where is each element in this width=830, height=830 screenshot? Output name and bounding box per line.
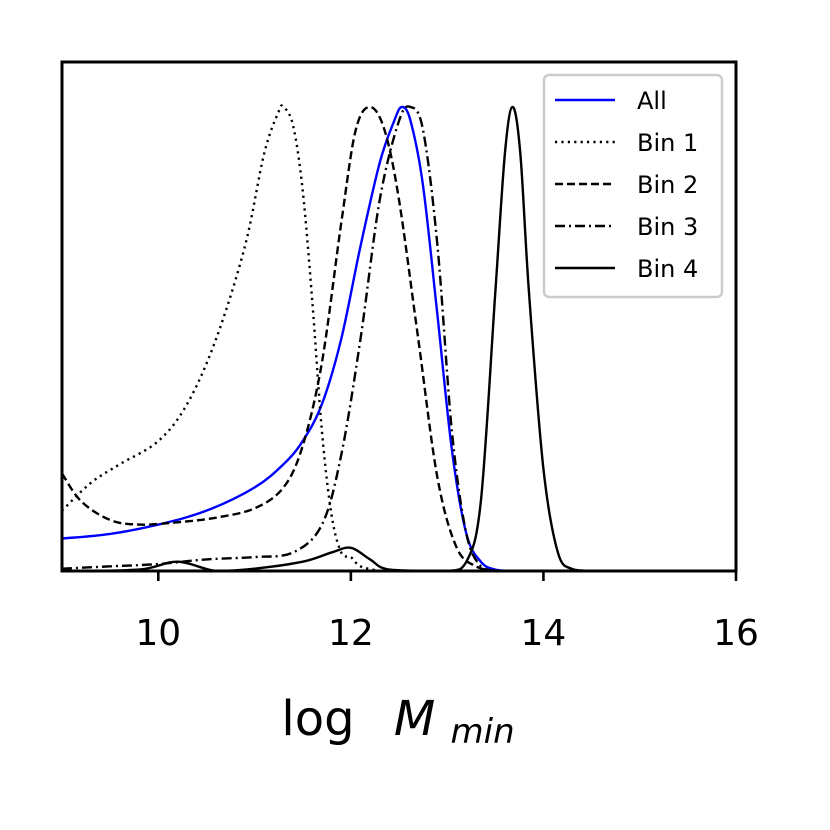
plot-area (62, 104, 592, 571)
axes-frame (60, 60, 738, 573)
series-line-bin-4 (62, 105, 592, 571)
x-axis-label: log M min (281, 691, 514, 752)
x-tick-label: 10 (135, 613, 181, 654)
legend-item-bin-2: Bin 2 (555, 171, 698, 199)
legend-label: Bin 4 (637, 255, 698, 283)
x-axis-label-symbol: M (394, 691, 435, 747)
legend-item-all: All (555, 87, 667, 115)
legend: All Bin 1 Bin 2 Bin 3 Bin 4 (542, 73, 724, 299)
series-line-bin-2 (62, 105, 496, 571)
x-axis-label-prefix: log (281, 691, 354, 747)
legend-frame (542, 73, 724, 299)
x-tick-label: 14 (521, 613, 567, 654)
legend-item-bin-4: Bin 4 (555, 255, 698, 283)
legend-label: Bin 1 (637, 129, 698, 157)
legend-label: All (637, 87, 667, 115)
x-axis: 10 12 14 16 (135, 571, 759, 654)
x-tick-label: 12 (328, 613, 374, 654)
series-line-all (62, 105, 515, 571)
x-tick-label: 16 (713, 613, 759, 654)
x-axis-label-subscript: min (451, 712, 515, 752)
legend-item-bin-3: Bin 3 (555, 213, 698, 241)
legend-label: Bin 3 (637, 213, 698, 241)
series-line-bin-3 (62, 105, 496, 571)
legend-label: Bin 2 (637, 171, 698, 199)
series-line-bin-1 (62, 104, 381, 571)
legend-item-bin-1: Bin 1 (555, 129, 698, 157)
